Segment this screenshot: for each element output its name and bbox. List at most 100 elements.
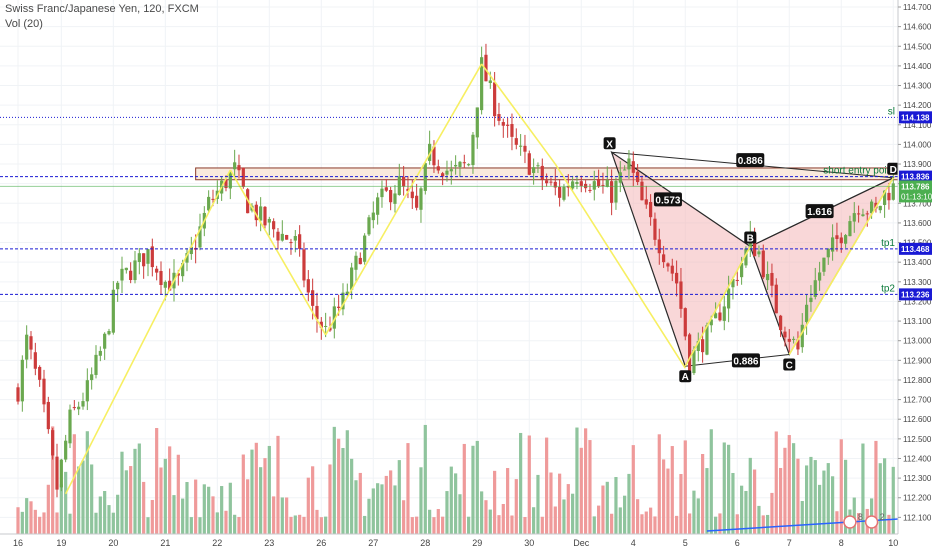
time-axis-tick-label: 28 <box>420 538 430 548</box>
time-axis-tick-label: 7 <box>787 538 792 548</box>
pattern-point-box <box>679 370 692 383</box>
volume-bar <box>98 496 102 534</box>
pattern-point-label: C <box>786 360 793 371</box>
candle-body <box>640 181 644 201</box>
candle-body <box>787 338 791 342</box>
volume-bar <box>735 514 739 534</box>
volume-bar <box>640 514 644 534</box>
volume-bar <box>653 516 657 534</box>
volume-bar <box>315 509 319 534</box>
volume-bar <box>163 458 167 534</box>
candle-body <box>181 262 185 277</box>
volume-bar <box>241 454 245 534</box>
volume-bar <box>81 460 85 534</box>
candle-body <box>410 191 414 199</box>
candle-body <box>406 188 410 192</box>
candle-body <box>293 236 297 241</box>
candle-body <box>527 153 531 175</box>
candle-body <box>124 267 128 271</box>
volume-bar <box>42 512 46 534</box>
pattern-point-box <box>603 137 616 150</box>
volume-bar <box>363 515 367 534</box>
volume-bar <box>709 429 713 534</box>
candle-body <box>384 187 388 191</box>
candle-body <box>77 406 81 410</box>
candle-body <box>861 214 865 217</box>
volume-bar <box>380 484 384 534</box>
volume-bar <box>146 517 150 534</box>
volume-bar <box>358 472 362 534</box>
ratio-label: 1.616 <box>807 207 832 218</box>
candle-body <box>280 233 284 241</box>
candle-body <box>319 321 323 328</box>
candle-body <box>878 205 882 211</box>
volume-bar <box>233 514 237 534</box>
volume-bar <box>428 509 432 534</box>
candle-body <box>120 268 124 281</box>
candle-body <box>449 169 453 172</box>
volume-bar <box>510 515 514 534</box>
candle-body <box>59 459 63 488</box>
volume-bar <box>306 477 310 534</box>
volume-bar <box>566 484 570 534</box>
volume-bar <box>657 434 661 534</box>
volume-bar <box>792 443 796 534</box>
zigzag-segment <box>64 169 232 495</box>
candle-body <box>549 181 553 183</box>
volume-bar <box>410 517 414 534</box>
price-level-tag <box>899 111 932 124</box>
candle-body <box>653 218 657 240</box>
volume-bar <box>527 435 531 534</box>
candle-body <box>72 407 76 409</box>
volume-bar <box>844 459 848 534</box>
candle-body <box>822 257 826 272</box>
volume-bar <box>332 426 336 534</box>
volume-bar <box>536 474 540 534</box>
volume-bar <box>549 472 553 534</box>
candle-body <box>33 352 37 369</box>
volume-bar <box>692 490 696 534</box>
candle-body <box>68 409 72 444</box>
volume-bar <box>293 515 297 534</box>
candle-body <box>211 198 215 200</box>
candle-body <box>718 312 722 321</box>
candle-body <box>683 308 687 337</box>
volume-bar <box>142 481 146 534</box>
volume-bar <box>731 472 735 534</box>
candle-body <box>185 253 189 263</box>
volume-bar <box>688 513 692 534</box>
candle-body <box>380 188 384 198</box>
volume-bar <box>553 506 557 534</box>
volume-bar <box>462 443 466 534</box>
price-axis-tick-label: 112.300 <box>903 474 932 483</box>
candle-body <box>428 143 432 161</box>
candle-body <box>94 354 98 375</box>
candle-body <box>857 213 861 215</box>
candle-body <box>445 170 449 175</box>
volume-bar <box>211 496 215 534</box>
volume-bar <box>341 448 345 534</box>
candle-body <box>159 271 163 285</box>
price-axis-tick-label: 112.600 <box>903 415 932 424</box>
candle-body <box>501 122 505 126</box>
harmonic-pattern <box>610 150 895 368</box>
candle-body <box>224 179 228 189</box>
candle-body <box>848 221 852 237</box>
volume-bar <box>584 428 588 534</box>
candle-body <box>389 190 393 203</box>
volume-bar <box>155 428 159 534</box>
candle-body <box>324 325 328 327</box>
candle-body <box>64 440 68 460</box>
volume-bar <box>25 498 29 534</box>
candle-body <box>129 270 133 281</box>
volume-bar <box>484 500 488 534</box>
pattern-point-box <box>783 358 796 371</box>
volume-bar <box>753 469 757 534</box>
event-marker-label: 8 <box>858 512 863 522</box>
candle-body <box>432 146 436 166</box>
volume-bar <box>701 454 705 534</box>
price-axis-tick-label: 113.700 <box>903 199 932 208</box>
candle-body <box>471 134 475 166</box>
